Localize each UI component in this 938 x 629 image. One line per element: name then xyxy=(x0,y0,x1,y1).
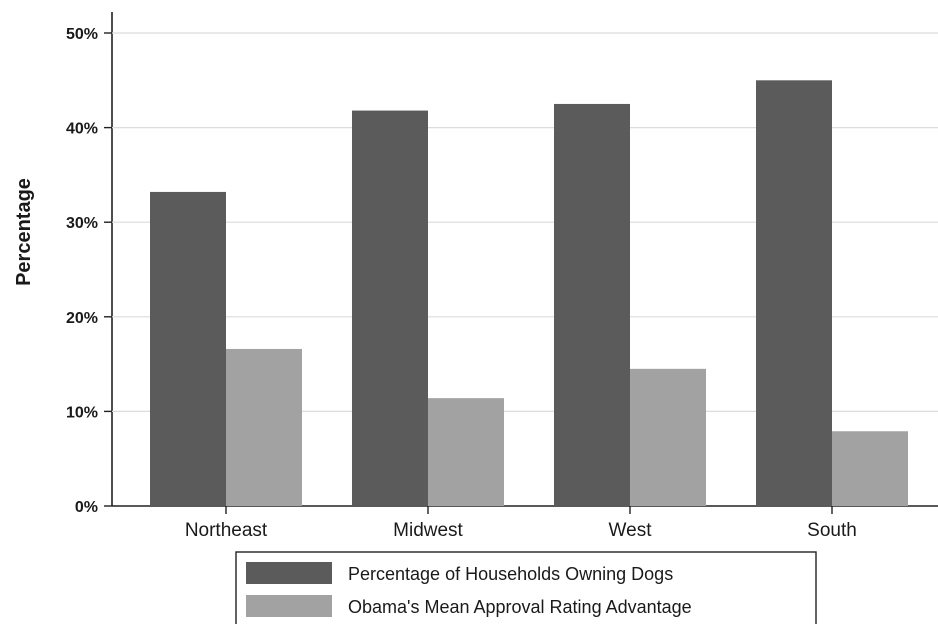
y-tick-label: 30% xyxy=(66,215,98,232)
x-tick-label: West xyxy=(609,520,653,541)
x-ticks: Northeast Midwest West South xyxy=(185,506,857,541)
x-tick-label: Northeast xyxy=(185,520,268,541)
y-ticks: 0% 10% 20% 30% 40% 50% xyxy=(66,26,112,516)
legend-swatch-obama-approval xyxy=(246,595,332,617)
y-tick-label: 20% xyxy=(66,310,98,327)
y-tick-label: 0% xyxy=(75,499,98,516)
x-tick-label: Midwest xyxy=(393,520,463,541)
bar-obama-approval-west xyxy=(630,368,706,506)
legend-label-dog-ownership: Percentage of Households Owning Dogs xyxy=(348,564,673,584)
legend-swatch-dog-ownership xyxy=(246,562,332,584)
y-tick-label: 50% xyxy=(66,26,98,43)
bar-obama-approval-midwest xyxy=(428,398,504,506)
bar-obama-approval-south xyxy=(832,431,908,506)
legend-label-obama-approval: Obama's Mean Approval Rating Advantage xyxy=(348,597,692,617)
legend: Percentage of Households Owning Dogs Oba… xyxy=(235,551,817,629)
bar-dog-ownership-south xyxy=(756,80,832,507)
bar-dog-ownership-northeast xyxy=(150,191,226,507)
bar-obama-approval-northeast xyxy=(226,348,302,506)
bar-dog-ownership-west xyxy=(554,103,630,506)
y-tick-label: 10% xyxy=(66,404,98,421)
bars xyxy=(150,80,908,507)
bar-dog-ownership-midwest xyxy=(352,110,428,507)
y-axis-title: Percentage xyxy=(13,178,35,286)
legend-box xyxy=(235,551,817,629)
x-tick-label: South xyxy=(807,520,857,541)
y-tick-label: 40% xyxy=(66,121,98,138)
